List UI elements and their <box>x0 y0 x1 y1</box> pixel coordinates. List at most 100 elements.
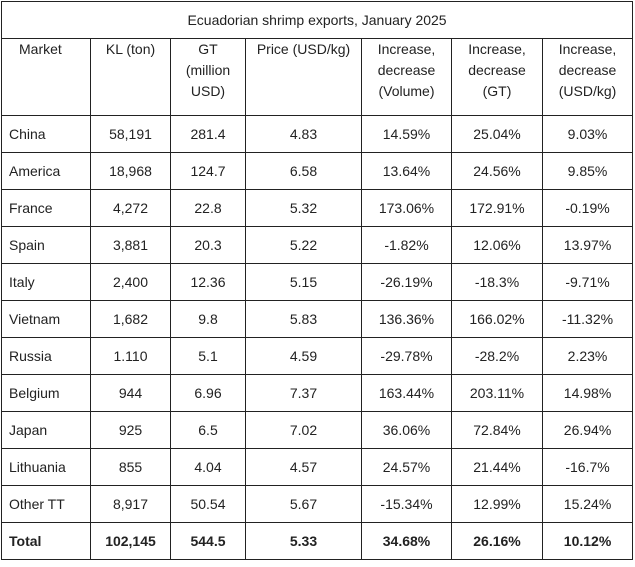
header-row: Market KL (ton) GT (million USD) Price (US… <box>1 38 634 116</box>
table-row: Other TT 8,917 50.54 5.67 -15.34% 12.99% 15.24… <box>1 485 634 523</box>
value-cell: 50.54 <box>170 485 246 523</box>
volume-cell: 2,400 <box>90 263 171 301</box>
table-title: Ecuadorian shrimp exports, January 2025 <box>0 1 634 39</box>
value-change-cell: 26.16% <box>451 522 543 560</box>
price-cell: 7.37 <box>245 374 362 412</box>
price-change-cell: 13.97% <box>541 226 634 264</box>
header-line: Increase, <box>558 41 617 57</box>
header-line: Price (USD/kg) <box>256 41 351 57</box>
value-cell: 281.4 <box>170 115 246 153</box>
volume-change-cell: -15.34% <box>361 485 452 523</box>
value-cell: 5.1 <box>170 337 246 375</box>
market-cell: Lithuania <box>1 448 91 486</box>
header-line: Increase, <box>468 41 526 57</box>
price-change-cell: 9.85% <box>541 152 634 190</box>
table-row: Spain 3,881 20.3 5.22 -1.82% 12.06% 13.97% <box>1 226 634 264</box>
price-cell: 7.02 <box>245 411 362 449</box>
value-change-cell: 172.91% <box>451 189 543 227</box>
header-price-change: Increase, decrease (USD/kg) <box>541 38 634 116</box>
value-change-cell: 21.44% <box>451 448 543 486</box>
table-row: Italy 2,400 12.36 5.15 -26.19% -18.3% -9.71% <box>1 263 634 301</box>
price-cell: 4.57 <box>245 448 362 486</box>
value-cell: 12.36 <box>170 263 246 301</box>
table-row: China 58,191 281.4 4.83 14.59% 25.04% 9.03% <box>1 115 634 153</box>
header-line: (GT) <box>482 83 512 99</box>
volume-change-cell: 173.06% <box>361 189 452 227</box>
volume-change-cell: 136.36% <box>361 300 452 338</box>
volume-cell: 3,881 <box>90 226 171 264</box>
header-line: decrease <box>468 62 526 78</box>
price-cell: 5.83 <box>245 300 362 338</box>
volume-cell: 925 <box>90 411 171 449</box>
table-row: Lithuania 855 4.04 4.57 24.57% 21.44% -16.7% <box>1 448 634 486</box>
price-cell: 5.67 <box>245 485 362 523</box>
price-cell: 5.22 <box>245 226 362 264</box>
value-cell: 124.7 <box>170 152 246 190</box>
value-cell: 6.5 <box>170 411 246 449</box>
price-cell: 4.59 <box>245 337 362 375</box>
price-cell: 5.15 <box>245 263 362 301</box>
volume-cell: 58,191 <box>90 115 171 153</box>
header-value-change: Increase, decrease (GT) <box>451 38 543 116</box>
table-body: China 58,191 281.4 4.83 14.59% 25.04% 9.03% Ame… <box>1 115 634 560</box>
price-cell: 5.32 <box>245 189 362 227</box>
market-cell: China <box>1 115 91 153</box>
value-change-cell: -28.2% <box>451 337 543 375</box>
volume-cell: 8,917 <box>90 485 171 523</box>
price-change-cell: 14.98% <box>541 374 634 412</box>
volume-cell: 855 <box>90 448 171 486</box>
volume-change-cell: 36.06% <box>361 411 452 449</box>
market-cell: Japan <box>1 411 91 449</box>
value-cell: 6.96 <box>170 374 246 412</box>
header-line: KL (ton) <box>105 41 156 57</box>
market-cell: Russia <box>1 337 91 375</box>
value-cell: 544.5 <box>170 522 246 560</box>
price-change-cell: 26.94% <box>541 411 634 449</box>
value-cell: 9.8 <box>170 300 246 338</box>
price-cell: 4.83 <box>245 115 362 153</box>
value-change-cell: -18.3% <box>451 263 543 301</box>
header-line: (Volume) <box>378 83 435 99</box>
volume-cell: 1.110 <box>90 337 171 375</box>
value-change-cell: 24.56% <box>451 152 543 190</box>
volume-change-cell: 14.59% <box>361 115 452 153</box>
value-change-cell: 25.04% <box>451 115 543 153</box>
header-line: GT <box>198 41 218 57</box>
price-change-cell: 15.24% <box>541 485 634 523</box>
volume-change-cell: -26.19% <box>361 263 452 301</box>
header-line: Market <box>19 41 62 57</box>
header-line: (million <box>185 62 231 78</box>
volume-cell: 4,272 <box>90 189 171 227</box>
price-cell: 5.33 <box>245 522 362 560</box>
volume-change-cell: 34.68% <box>361 522 452 560</box>
header-market: Market <box>1 38 91 116</box>
table-row: Japan 925 6.5 7.02 36.06% 72.84% 26.94% <box>1 411 634 449</box>
price-change-cell: -16.7% <box>541 448 634 486</box>
market-cell: France <box>1 189 91 227</box>
header-price: Price (USD/kg) <box>245 38 362 116</box>
header-volume: KL (ton) <box>90 38 171 116</box>
header-value: GT (million USD) <box>170 38 246 116</box>
header-line: decrease <box>558 62 617 78</box>
value-cell: 22.8 <box>170 189 246 227</box>
market-cell: Vietnam <box>1 300 91 338</box>
price-change-cell: 10.12% <box>541 522 634 560</box>
value-change-cell: 12.06% <box>451 226 543 264</box>
volume-cell: 18,968 <box>90 152 171 190</box>
table-row: America 18,968 124.7 6.58 13.64% 24.56% 9.85% <box>1 152 634 190</box>
market-cell: Total <box>1 522 91 560</box>
value-cell: 4.04 <box>170 448 246 486</box>
value-cell: 20.3 <box>170 226 246 264</box>
total-row: Total 102,145 544.5 5.33 34.68% 26.16% 10.12% <box>1 522 634 560</box>
table-row: France 4,272 22.8 5.32 173.06% 172.91% -0.19% <box>1 189 634 227</box>
header-line: (USD/kg) <box>558 83 617 99</box>
header-volume-change: Increase, decrease (Volume) <box>361 38 452 116</box>
table-row: Russia 1.110 5.1 4.59 -29.78% -28.2% 2.23% <box>1 337 634 375</box>
volume-change-cell: 24.57% <box>361 448 452 486</box>
volume-change-cell: 163.44% <box>361 374 452 412</box>
volume-cell: 1,682 <box>90 300 171 338</box>
volume-cell: 944 <box>90 374 171 412</box>
volume-cell: 102,145 <box>90 522 171 560</box>
volume-change-cell: -29.78% <box>361 337 452 375</box>
